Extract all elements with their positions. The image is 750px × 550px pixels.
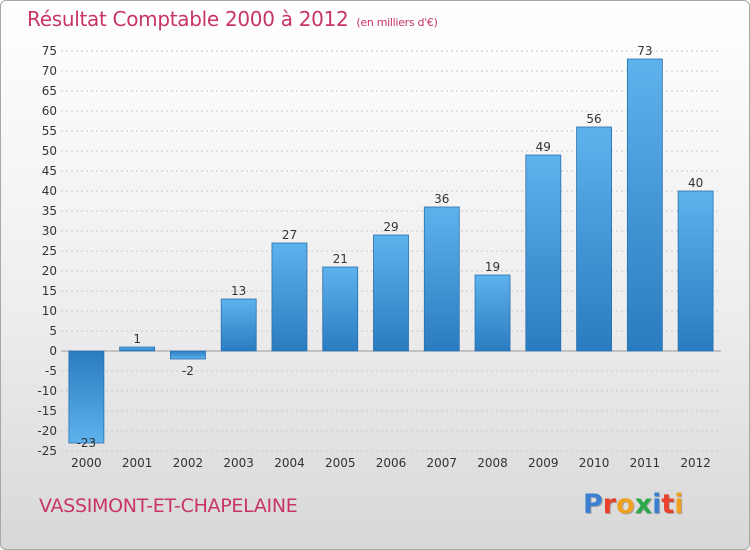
bar-2004 bbox=[271, 242, 308, 352]
y-tick-label: 75 bbox=[42, 44, 57, 58]
data-label: 21 bbox=[333, 252, 348, 266]
y-tick-label: 60 bbox=[42, 104, 57, 118]
data-label: -2 bbox=[182, 364, 194, 378]
town-name: VASSIMONT-ET-CHAPELAINE bbox=[39, 495, 298, 517]
y-tick-label: 15 bbox=[42, 284, 57, 298]
chart-title: Résultat Comptable 2000 à 2012 (en millie… bbox=[27, 7, 438, 31]
bar-2009 bbox=[525, 154, 562, 352]
data-label: 40 bbox=[688, 176, 703, 190]
data-label: 56 bbox=[586, 112, 601, 126]
y-tick-label: 0 bbox=[49, 344, 57, 358]
y-tick-label: -10 bbox=[37, 384, 57, 398]
x-tick-label: 2003 bbox=[223, 456, 254, 470]
x-tick-label: 2000 bbox=[71, 456, 102, 470]
chart-subtitle: (en milliers d'€) bbox=[356, 16, 438, 29]
bar-2003 bbox=[220, 298, 257, 352]
y-tick-label: 10 bbox=[42, 304, 57, 318]
x-tick-label: 2007 bbox=[426, 456, 457, 470]
data-label: 73 bbox=[637, 44, 652, 58]
bar-2002 bbox=[170, 350, 206, 360]
bar-2010 bbox=[576, 126, 612, 352]
y-tick-label: 5 bbox=[49, 324, 57, 338]
data-label: 49 bbox=[536, 140, 551, 154]
bar-2001 bbox=[119, 346, 156, 352]
x-tick-label: 2008 bbox=[477, 456, 508, 470]
y-tick-label: 50 bbox=[42, 144, 57, 158]
y-tick-label: 20 bbox=[42, 264, 57, 278]
y-tick-label: -15 bbox=[37, 404, 57, 418]
y-tick-label: 25 bbox=[42, 244, 57, 258]
x-tick-label: 2006 bbox=[376, 456, 407, 470]
data-label: 19 bbox=[485, 260, 500, 274]
bar-2000 bbox=[68, 350, 105, 444]
bar-2011 bbox=[626, 58, 663, 352]
y-tick-label: 40 bbox=[42, 184, 57, 198]
bar-2005 bbox=[322, 266, 359, 352]
x-tick-label: 2009 bbox=[528, 456, 559, 470]
y-tick-label: 35 bbox=[42, 204, 57, 218]
data-label: 36 bbox=[434, 192, 449, 206]
x-tick-label: 2012 bbox=[680, 456, 711, 470]
bar-2007 bbox=[423, 206, 460, 352]
data-label: -23 bbox=[77, 436, 97, 450]
x-tick-label: 2001 bbox=[122, 456, 153, 470]
y-tick-label: 30 bbox=[42, 224, 57, 238]
bar-2006 bbox=[373, 234, 409, 352]
data-label: 27 bbox=[282, 228, 297, 242]
x-tick-label: 2002 bbox=[173, 456, 204, 470]
x-tick-label: 2010 bbox=[579, 456, 610, 470]
bar-2012 bbox=[677, 190, 714, 352]
y-tick-label: -25 bbox=[37, 444, 57, 458]
x-tick-label: 2011 bbox=[630, 456, 661, 470]
x-tick-label: 2005 bbox=[325, 456, 356, 470]
y-tick-label: -5 bbox=[45, 364, 57, 378]
x-tick-label: 2004 bbox=[274, 456, 305, 470]
data-label: 1 bbox=[133, 332, 141, 346]
proxiti-logo: Proxiti bbox=[583, 489, 684, 520]
y-tick-label: 55 bbox=[42, 124, 57, 138]
y-tick-label: -20 bbox=[37, 424, 57, 438]
y-tick-label: 70 bbox=[42, 64, 57, 78]
data-label: 13 bbox=[231, 284, 246, 298]
y-tick-label: 65 bbox=[42, 84, 57, 98]
data-label: 29 bbox=[383, 220, 398, 234]
y-tick-label: 45 bbox=[42, 164, 57, 178]
bar-2008 bbox=[474, 274, 511, 352]
